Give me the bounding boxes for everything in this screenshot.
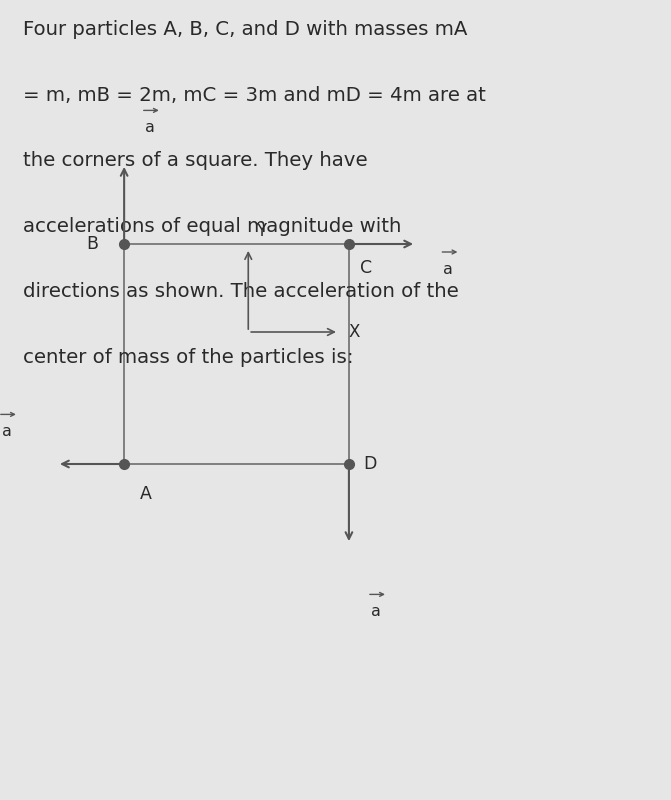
Text: = m, mB = 2m, mC = 3m and mD = 4m are at: = m, mB = 2m, mC = 3m and mD = 4m are at bbox=[23, 86, 486, 105]
Text: a: a bbox=[145, 121, 154, 135]
Text: A: A bbox=[140, 486, 152, 503]
Text: Y: Y bbox=[256, 222, 266, 240]
Text: a: a bbox=[2, 425, 11, 439]
Text: center of mass of the particles is:: center of mass of the particles is: bbox=[23, 348, 354, 367]
Text: C: C bbox=[360, 259, 372, 277]
Text: B: B bbox=[86, 235, 98, 253]
Text: a: a bbox=[371, 605, 380, 619]
Text: D: D bbox=[364, 455, 377, 473]
Text: X: X bbox=[349, 323, 360, 341]
Text: Four particles A, B, C, and D with masses mA: Four particles A, B, C, and D with masse… bbox=[23, 20, 468, 39]
Text: the corners of a square. They have: the corners of a square. They have bbox=[23, 151, 368, 170]
Text: directions as shown. The acceleration of the: directions as shown. The acceleration of… bbox=[23, 282, 459, 302]
Text: accelerations of equal magnitude with: accelerations of equal magnitude with bbox=[23, 217, 402, 236]
Text: a: a bbox=[444, 262, 453, 277]
